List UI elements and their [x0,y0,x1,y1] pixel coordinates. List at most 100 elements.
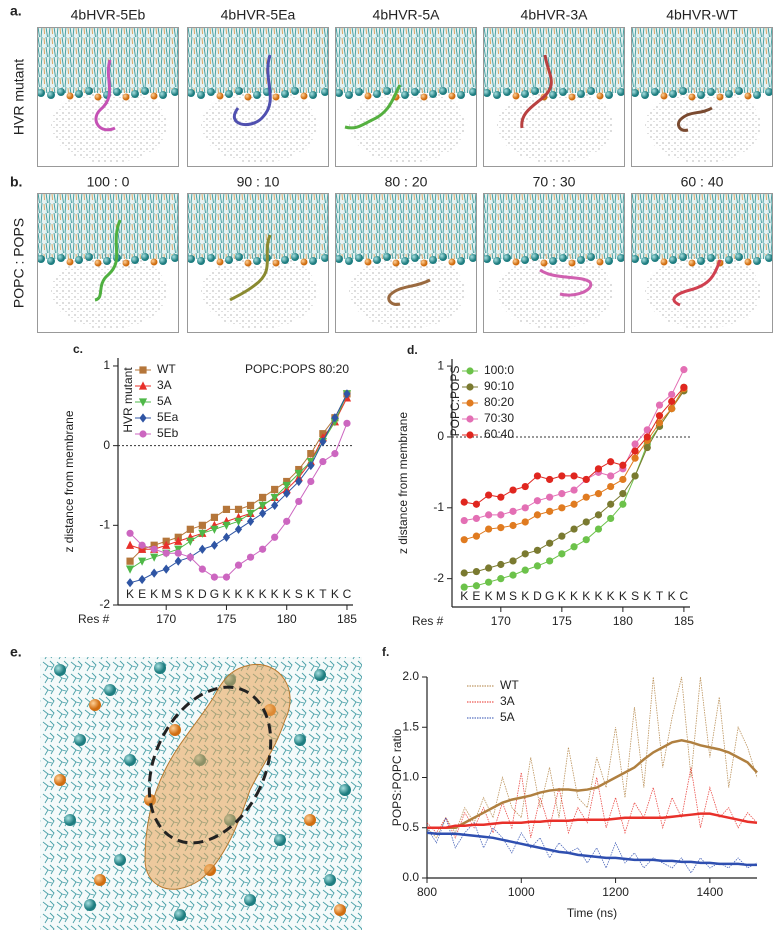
data-point [472,500,481,508]
residue-label: T [656,589,664,603]
data-point [655,419,664,427]
data-point [680,383,688,391]
data-point [271,485,279,494]
data-point [472,514,481,523]
legend-title: POPC:POPS [448,366,462,437]
smoothed-trace [426,831,757,867]
data-point [558,472,566,480]
data-point [138,557,147,566]
data-point [246,553,255,561]
data-point [295,497,303,506]
y-tick-label: 0.0 [402,870,419,884]
data-point [497,575,505,583]
y-tick-label: 0 [437,429,444,443]
data-point [246,509,255,518]
data-point [570,500,578,508]
data-point [570,543,578,551]
residue-label: K [331,587,339,601]
data-point [460,569,468,577]
x-tick-label: 1200 [602,885,629,899]
data-point [234,561,243,569]
data-point [546,493,554,501]
data-point [643,426,651,434]
legend-label: 5A [500,710,515,724]
data-point [485,564,493,572]
data-point [619,461,627,469]
y-axis-label: z distance from membrane [62,410,76,552]
x-tick-label: 175 [216,612,236,626]
column-label: 4bHVR-5Eb [71,7,146,23]
data-point [283,477,291,486]
data-point [162,540,171,549]
data-point [126,529,134,537]
data-point [668,390,676,399]
data-point [509,507,517,515]
panel-label: b. [10,174,22,190]
residue-label: K [460,589,468,603]
row-label: HVR mutant [11,59,27,135]
data-point [619,475,627,484]
data-point [570,472,578,480]
residue-label: K [668,589,676,603]
data-point [655,412,664,420]
legend-label: 5Eb [157,426,179,440]
data-point [270,493,279,503]
data-point [198,565,206,573]
residue-label: S [174,587,182,601]
x-tick-label: 185 [337,612,357,626]
residue-label: G [545,589,554,603]
residue-label: S [509,589,517,603]
data-point [162,564,170,574]
data-point [668,397,676,406]
data-point [558,550,566,558]
y-tick-label: 0.5 [402,820,419,834]
data-point [472,582,481,590]
data-point [150,553,159,562]
data-point [497,524,505,532]
data-point [343,389,351,399]
y-axis-label: z distance from membrane [396,412,410,554]
y-tick-label: 1.5 [402,719,419,733]
x-tick-label: 185 [674,614,694,628]
residue-label: K [126,587,134,601]
legend-marker [466,383,474,391]
data-point [546,539,554,547]
data-point [558,490,566,498]
data-point [485,578,493,586]
data-point [331,450,339,458]
data-point [210,525,219,534]
residue-label: K [283,587,291,601]
simulation-snapshots [37,27,773,167]
data-point [282,481,291,491]
data-point [668,405,676,413]
residue-label: T [319,587,327,601]
residue-label: K [271,587,279,601]
data-point [631,440,639,448]
data-point [307,460,315,471]
data-point [594,465,603,473]
data-point [594,490,603,498]
x-tick-label: 1000 [508,885,535,899]
smoothed-trace [427,812,758,829]
data-point [460,516,468,525]
smoothed-trace [427,739,758,829]
data-point [162,549,170,557]
data-point [234,505,243,513]
data-point [521,566,529,574]
data-point [210,513,219,521]
data-point [509,521,517,530]
data-point [631,447,639,455]
column-label: 80 : 20 [385,174,428,190]
data-point [558,532,566,540]
simulation-snapshots [37,193,773,333]
residue-label: K [235,587,243,601]
data-point [497,560,505,569]
data-point [533,472,542,480]
data-point [570,486,578,494]
residue-label: K [150,587,158,601]
data-point [460,583,468,591]
data-point [485,491,493,499]
data-point [294,469,303,479]
data-point [271,500,279,511]
